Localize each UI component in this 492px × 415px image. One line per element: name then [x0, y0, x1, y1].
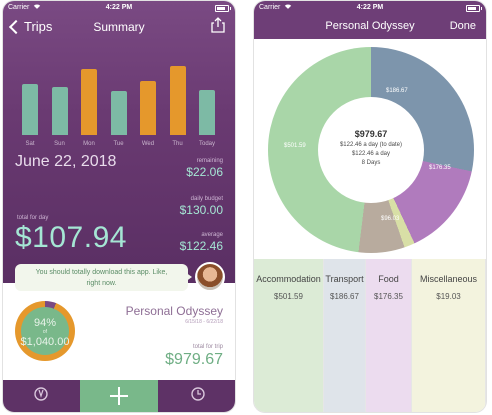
category-column[interactable]: Food $176.35: [366, 259, 412, 412]
day-bar[interactable]: [199, 90, 215, 135]
summary-screen: Carrier 4:22 PM Trips Summary Sat Sun Mon T…: [3, 1, 235, 412]
battery-icon: [466, 5, 482, 12]
back-label: Trips: [24, 19, 53, 34]
day-bar[interactable]: [22, 84, 38, 135]
bubble-line-1: You should totally download this app. Li…: [35, 269, 168, 276]
category-column[interactable]: Accommodation $501.59: [254, 259, 324, 412]
carrier-label: Carrier: [8, 4, 30, 11]
slice-label-accommodation: $501.59: [284, 143, 306, 149]
day-bar[interactable]: [169, 66, 186, 135]
day-label: Tue: [113, 141, 124, 147]
category-name: Transport: [325, 274, 364, 284]
budget-total: $1,040.00: [20, 336, 70, 348]
day-label: Thu: [172, 141, 183, 147]
category-amount: $501.59: [274, 292, 303, 301]
share-icon[interactable]: [211, 17, 225, 33]
summary-header-background: [3, 1, 235, 283]
day-label: Mon: [83, 141, 95, 147]
category-amount: $19.03: [436, 292, 461, 301]
budget-of-label: of: [42, 329, 48, 335]
clock-time: 4:22 PM: [105, 4, 133, 11]
trip-name[interactable]: Personal Odyssey: [125, 304, 223, 318]
status-bar: Carrier 4:22 PM: [254, 1, 486, 15]
center-line-3: 8 Days: [361, 160, 381, 166]
slice-label-food: $176.35: [429, 165, 451, 171]
compass-icon[interactable]: [34, 387, 48, 401]
category-column[interactable]: Miscellaneous $19.03: [412, 259, 486, 412]
daily-budget-value: $130.00: [179, 203, 223, 217]
day-label: Sat: [25, 141, 35, 147]
total-for-day-label: total for day: [17, 215, 49, 221]
wifi-icon: [33, 4, 41, 9]
carrier-label: Carrier: [259, 4, 281, 11]
budget-percent: 94%: [33, 317, 57, 329]
category-name: Miscellaneous: [419, 274, 478, 284]
remaining-value: $22.06: [186, 165, 223, 179]
category-name: Accommodation: [256, 274, 321, 284]
category-column[interactable]: Transport $186.67: [324, 259, 366, 412]
slice-label-transport: $186.67: [386, 88, 408, 94]
pie-center: [318, 97, 424, 203]
total-for-trip-label: total for trip: [192, 344, 223, 350]
avatar: [195, 262, 225, 292]
center-line-1: $122.46 a day (to date): [339, 142, 403, 148]
total-for-day-value: $107.94: [15, 221, 127, 254]
average-label: average: [201, 232, 223, 238]
day-label: Sun: [54, 141, 65, 147]
center-total: $979.67: [354, 129, 388, 139]
day-bar[interactable]: [51, 87, 68, 135]
center-line-2: $122.46 a day: [351, 151, 391, 157]
status-bar: Carrier 4:22 PM: [3, 1, 235, 15]
clock-icon[interactable]: [191, 387, 205, 401]
done-button[interactable]: Done: [449, 20, 476, 32]
bubble-tail: [185, 272, 192, 282]
total-for-trip-value: $979.67: [165, 351, 223, 368]
budget-progress-center: [21, 307, 69, 355]
page-title: Summary: [93, 20, 145, 34]
category-amount: $176.35: [374, 292, 403, 301]
battery-icon: [215, 5, 231, 12]
selected-date: June 22, 2018: [15, 153, 117, 170]
trip-dates: 6/15/18 - 6/22/18: [185, 319, 223, 325]
clock-time: 4:22 PM: [356, 4, 384, 11]
back-button[interactable]: Trips: [8, 19, 53, 34]
nav-bar: Trips Summary: [3, 15, 235, 39]
detail-nav-bar: [254, 1, 486, 39]
category-name: Food: [378, 274, 399, 284]
category-amount: $186.67: [330, 292, 359, 301]
wifi-icon: [284, 4, 292, 9]
page-title: Personal Odyssey: [325, 20, 415, 32]
category-columns: Accommodation $501.59 Transport $186.67 Food…: [254, 259, 486, 412]
day-label: Today: [198, 141, 215, 147]
day-bar[interactable]: [140, 81, 156, 135]
daily-budget-label: daily budget: [190, 196, 223, 202]
average-value: $122.46: [179, 239, 223, 253]
plus-icon-vertical: [118, 387, 120, 405]
speech-bubble: You should totally download this app. Li…: [15, 264, 188, 291]
remaining-label: remaining: [196, 158, 223, 164]
slice-label-other: $96.03: [381, 216, 400, 222]
day-label: Wed: [141, 141, 155, 147]
day-bar[interactable]: [110, 91, 127, 135]
day-bar[interactable]: [81, 69, 97, 135]
bubble-line-2: right now.: [86, 280, 117, 287]
daily-spending-chart: Sat Sun Mon Tue Wed Thu Today: [3, 41, 235, 149]
trip-detail-screen: Carrier 4:22 PM Personal Odyssey Done $1…: [254, 1, 486, 412]
